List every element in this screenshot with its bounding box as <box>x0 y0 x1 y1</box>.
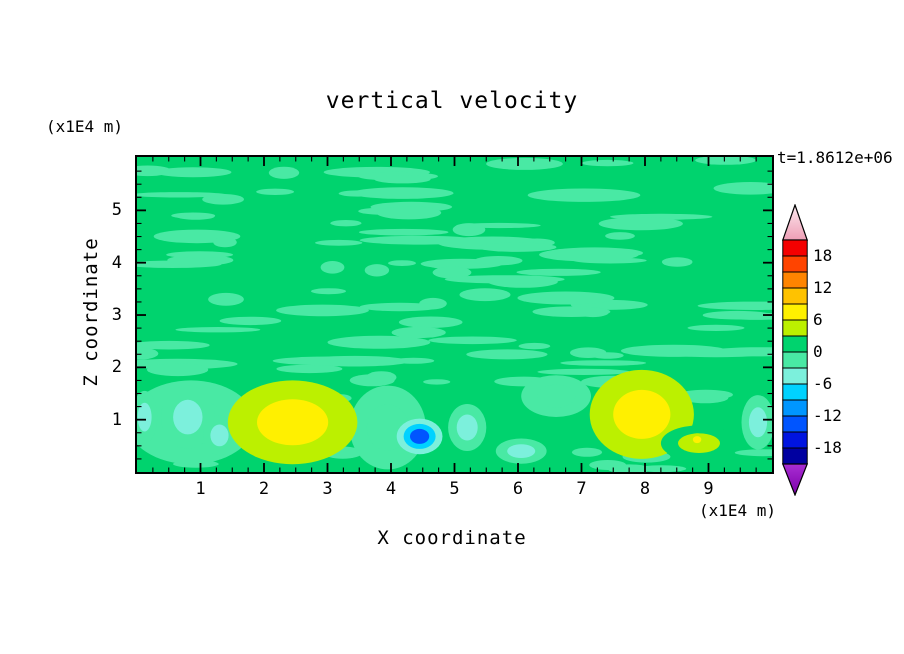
colorbar-band <box>782 383 808 401</box>
contour-plot <box>137 157 772 472</box>
x-tick-label: 7 <box>576 479 587 499</box>
colorbar-band <box>782 239 808 257</box>
z-tick-label: 5 <box>111 200 122 221</box>
chart-title: vertical velocity <box>325 88 579 114</box>
colorbar-band <box>782 287 808 305</box>
x-tick-label: 9 <box>703 479 714 499</box>
z-tick-label: 1 <box>111 409 122 430</box>
colorbar-bottom-arrow <box>782 463 808 496</box>
colorbar-band <box>782 255 808 273</box>
z-tick-label: 3 <box>111 305 122 326</box>
colorbar-band <box>782 271 808 289</box>
plot-area <box>135 155 774 474</box>
colorbar-label: 12 <box>813 278 833 297</box>
axis-ticks <box>137 157 772 472</box>
colorbar-band <box>782 431 808 449</box>
colorbar-label: -18 <box>813 438 842 457</box>
x-tick-label: 2 <box>258 479 270 499</box>
z-tick-label: 4 <box>111 252 122 273</box>
x-tick-label: 3 <box>322 479 333 499</box>
x-tick-label: 6 <box>512 479 524 499</box>
time-stamp: t=1.8612e+06 <box>777 148 893 167</box>
x-tick-label: 5 <box>449 479 460 499</box>
z-tick-label: 2 <box>111 357 122 378</box>
colorbar-band <box>782 335 808 353</box>
colorbar <box>782 204 808 496</box>
colorbar-band <box>782 415 808 433</box>
colorbar-band <box>782 367 808 385</box>
colorbar-band <box>782 351 808 369</box>
colorbar-label: -12 <box>813 406 842 425</box>
colorbar-band <box>782 319 808 337</box>
x-tick-label: 4 <box>385 479 397 499</box>
x-axis-label: X coordinate <box>377 527 527 549</box>
x-tick-label: 1 <box>195 479 206 499</box>
x-axis-units: (x1E4 m) <box>698 501 776 520</box>
colorbar-label: -6 <box>813 374 833 393</box>
contour-field <box>137 157 772 472</box>
colorbar-band <box>782 303 808 321</box>
z-axis-units: (x1E4 m) <box>46 117 124 136</box>
colorbar-band <box>782 399 808 417</box>
x-tick-label: 8 <box>639 479 651 499</box>
colorbar-label: 0 <box>813 342 823 361</box>
colorbar-label: 6 <box>813 310 823 329</box>
colorbar-band <box>782 447 808 465</box>
colorbar-label: 18 <box>813 246 833 265</box>
colorbar-top-arrow <box>782 204 808 241</box>
